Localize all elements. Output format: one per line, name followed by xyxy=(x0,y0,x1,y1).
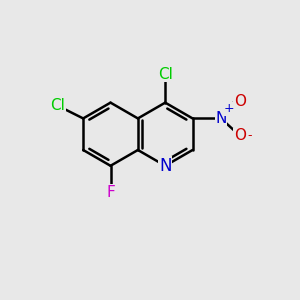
Text: O: O xyxy=(234,128,246,143)
Text: F: F xyxy=(106,185,115,200)
Text: O: O xyxy=(234,94,246,109)
Text: Cl: Cl xyxy=(50,98,65,113)
Text: Cl: Cl xyxy=(158,67,173,82)
Text: -: - xyxy=(247,129,252,142)
Text: N: N xyxy=(159,157,172,175)
Text: +: + xyxy=(224,102,234,116)
Text: N: N xyxy=(215,111,227,126)
